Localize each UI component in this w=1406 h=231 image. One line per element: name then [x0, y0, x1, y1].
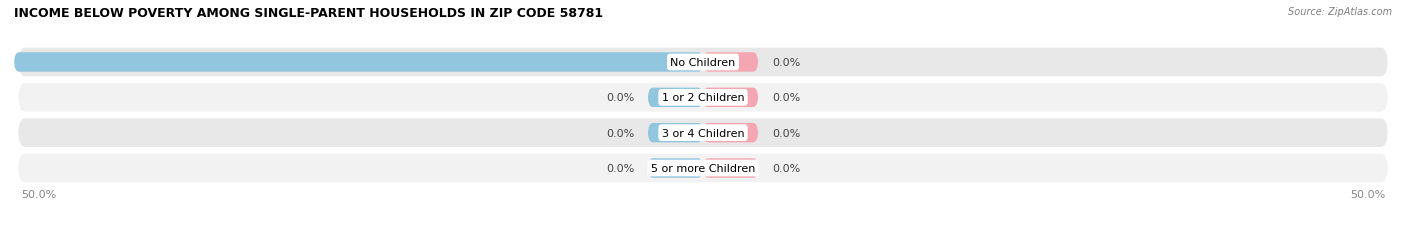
FancyBboxPatch shape: [18, 49, 1388, 77]
FancyBboxPatch shape: [703, 53, 758, 72]
Text: 50.0%: 50.0%: [1350, 189, 1385, 199]
FancyBboxPatch shape: [648, 159, 703, 178]
Text: 0.0%: 0.0%: [606, 128, 634, 138]
Text: Source: ZipAtlas.com: Source: ZipAtlas.com: [1288, 7, 1392, 17]
FancyBboxPatch shape: [18, 154, 1388, 182]
Text: 50.0%: 50.0%: [21, 189, 56, 199]
FancyBboxPatch shape: [18, 84, 1388, 112]
Text: INCOME BELOW POVERTY AMONG SINGLE-PARENT HOUSEHOLDS IN ZIP CODE 58781: INCOME BELOW POVERTY AMONG SINGLE-PARENT…: [14, 7, 603, 20]
Text: 0.0%: 0.0%: [772, 58, 800, 68]
FancyBboxPatch shape: [703, 159, 758, 178]
Text: 1 or 2 Children: 1 or 2 Children: [662, 93, 744, 103]
Text: 0.0%: 0.0%: [606, 163, 634, 173]
FancyBboxPatch shape: [648, 88, 703, 108]
Text: 3 or 4 Children: 3 or 4 Children: [662, 128, 744, 138]
Text: 0.0%: 0.0%: [772, 93, 800, 103]
Text: 5 or more Children: 5 or more Children: [651, 163, 755, 173]
Text: 0.0%: 0.0%: [772, 128, 800, 138]
FancyBboxPatch shape: [703, 88, 758, 108]
Text: No Children: No Children: [671, 58, 735, 68]
FancyBboxPatch shape: [703, 123, 758, 143]
Text: 0.0%: 0.0%: [772, 163, 800, 173]
Text: 0.0%: 0.0%: [606, 93, 634, 103]
FancyBboxPatch shape: [14, 53, 703, 72]
FancyBboxPatch shape: [18, 119, 1388, 147]
FancyBboxPatch shape: [648, 123, 703, 143]
